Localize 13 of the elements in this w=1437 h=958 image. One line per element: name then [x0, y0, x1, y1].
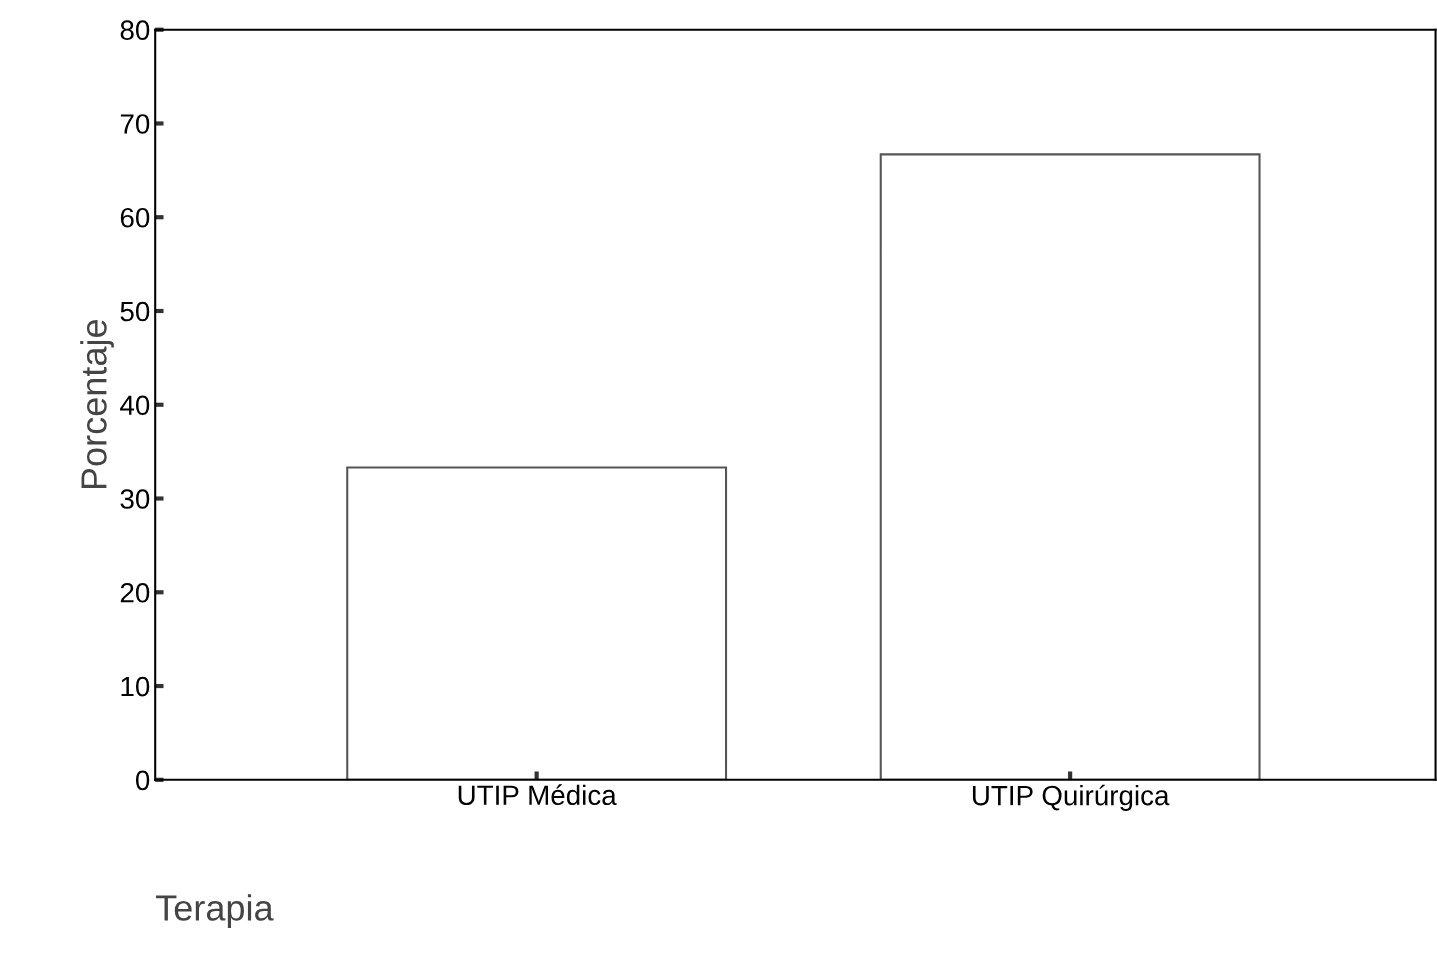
y-tick-label: 30: [120, 489, 150, 509]
y-axis-title: Porcentaje: [80, 320, 114, 489]
y-tick-label: 40: [120, 395, 150, 416]
y-tick-label: 20: [120, 582, 150, 603]
y-tick-label: 70: [120, 114, 150, 134]
y-tick-label: 60: [120, 207, 150, 228]
x-axis-title: Terapia: [156, 894, 274, 928]
x-tick-label: UTIP Médica: [458, 784, 617, 806]
x-tick-label: UTIP Quirúrgica: [972, 784, 1170, 811]
y-tick-label: 10: [121, 676, 150, 697]
y-tick-label: 80: [120, 20, 150, 41]
y-tick-label: 0: [135, 770, 150, 791]
y-tick-label: 50: [120, 301, 150, 322]
